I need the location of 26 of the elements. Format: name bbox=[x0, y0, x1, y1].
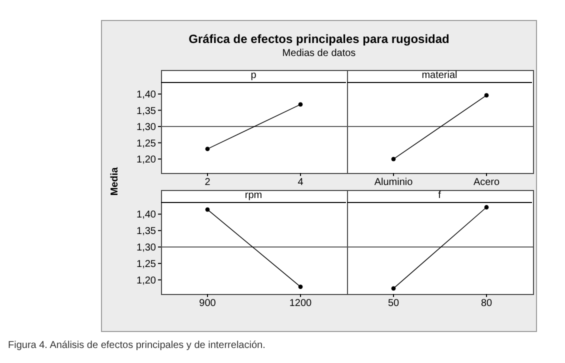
chart-title: Gráfica de efectos principales para rugosidad bbox=[188, 32, 450, 46]
chart-subtitle: Medias de datos bbox=[281, 48, 357, 59]
x-tick-label: 1200 bbox=[289, 298, 312, 310]
y-tick-label: 1,35 bbox=[136, 106, 156, 117]
y-tick-label: 1,35 bbox=[136, 226, 156, 238]
x-axis-title: f bbox=[347, 190, 532, 203]
text: Figura 4. Análisis de efectos principales y de interrelación. bbox=[8, 340, 266, 351]
y-axis-title: Media bbox=[110, 166, 120, 198]
x-tick-label: 2 bbox=[204, 177, 211, 188]
x-tick-label: 80 bbox=[480, 298, 492, 310]
x-tick-label: 4 bbox=[298, 177, 304, 188]
y-tick-label: 1,30 bbox=[136, 242, 156, 254]
y-tick-label: 1,40 bbox=[136, 210, 156, 221]
x-tick-label: Acero bbox=[473, 177, 500, 188]
y-tick-label: 1,20 bbox=[136, 154, 156, 166]
x-axis-title: p bbox=[161, 70, 346, 83]
x-axis-title: material bbox=[347, 70, 532, 83]
x-tick-label: 50 bbox=[388, 298, 400, 310]
y-tick-label: 1,20 bbox=[136, 275, 156, 286]
y-tick-label: 1,30 bbox=[136, 122, 156, 134]
x-tick-label: Aluminio bbox=[374, 177, 414, 188]
y-tick-label: 1,40 bbox=[136, 90, 156, 101]
x-tick-label: 900 bbox=[199, 298, 216, 310]
y-tick-label: 1,25 bbox=[136, 138, 156, 150]
x-axis-title: rpm bbox=[161, 190, 346, 203]
y-tick-label: 1,25 bbox=[136, 258, 156, 270]
